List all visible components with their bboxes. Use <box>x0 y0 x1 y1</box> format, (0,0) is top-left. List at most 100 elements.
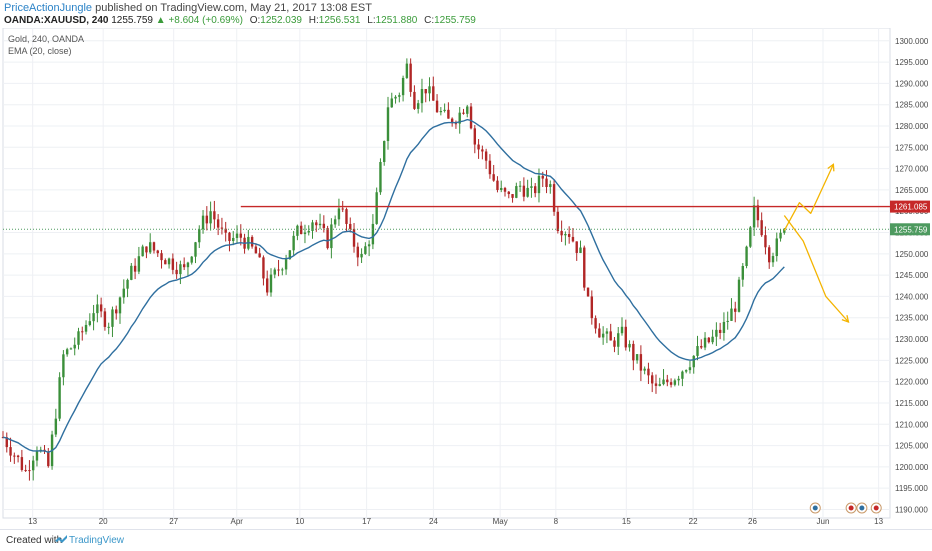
candle-down <box>435 100 439 113</box>
candle-down <box>164 260 167 265</box>
open-label: O: <box>249 15 261 26</box>
candle-up <box>779 232 782 239</box>
chart-area[interactable]: 1300.000 1295.000 1290.000 1285.000 1280.000… <box>0 28 932 528</box>
y-tick-label: 1225.000 <box>895 356 929 365</box>
candle-down <box>764 235 767 248</box>
candle-down <box>258 253 261 258</box>
candle-down <box>349 223 352 229</box>
price-chart[interactable]: 1300.000 1295.000 1290.000 1285.000 1280.000… <box>0 28 932 528</box>
y-tick-label: 1265.000 <box>895 186 929 195</box>
candle-up <box>31 460 35 471</box>
candle-down <box>503 187 507 192</box>
candle-up <box>715 329 718 337</box>
candle-up <box>684 370 688 372</box>
candle-up <box>677 378 680 381</box>
created-with-label: Created with <box>6 535 63 546</box>
candle-up <box>337 208 341 220</box>
event-marker-flag-icon <box>873 505 879 511</box>
candle-down <box>571 236 575 242</box>
candle-down <box>345 209 348 224</box>
candle-up <box>62 354 65 378</box>
y-tick-label: 1295.000 <box>895 58 929 67</box>
y-tick-label: 1210.000 <box>895 420 929 429</box>
candle-up <box>371 223 375 245</box>
x-tick-label: 24 <box>429 517 438 526</box>
candle-up <box>537 175 541 194</box>
candle-down <box>522 185 526 197</box>
candle-down <box>488 160 492 175</box>
candle-down <box>224 228 227 233</box>
candle-up <box>696 346 699 356</box>
candle-down <box>654 383 658 386</box>
candle-up <box>688 367 692 371</box>
candle-down <box>760 220 763 236</box>
candle-up <box>333 219 337 225</box>
x-tick-label: Apr <box>231 517 244 526</box>
candle-down <box>556 211 560 231</box>
bearish-scenario-arrow[interactable] <box>783 215 849 323</box>
candle-up <box>673 380 677 385</box>
candle-up <box>771 256 775 263</box>
candle-down <box>534 186 537 194</box>
x-tick-label: 17 <box>362 517 371 526</box>
candle-up <box>307 230 310 233</box>
candle-down <box>326 228 329 249</box>
candle-down <box>473 128 477 145</box>
candle-down <box>182 264 186 268</box>
candle-up <box>703 337 707 348</box>
candle-down <box>47 451 50 467</box>
candle-up <box>190 256 193 263</box>
high-label: H: <box>308 15 319 26</box>
candle-up <box>92 313 95 322</box>
close-value: 1255.759 <box>434 15 476 26</box>
x-tick-label: May <box>493 517 508 526</box>
candle-up <box>749 227 752 247</box>
candle-up <box>111 309 114 327</box>
candle-down <box>424 89 427 94</box>
bullish-scenario-arrow[interactable] <box>783 164 834 231</box>
candle-up <box>96 304 99 314</box>
candle-up <box>620 326 624 334</box>
candle-down <box>507 191 510 195</box>
candle-up <box>288 250 292 260</box>
candle-up <box>201 215 205 230</box>
indicator-label[interactable]: EMA (20, close) <box>8 46 72 56</box>
candle-up <box>122 288 125 298</box>
x-tick-label: 22 <box>689 517 698 526</box>
candle-down <box>152 242 156 251</box>
tradingview-brand-link[interactable]: TradingView <box>69 535 125 546</box>
low-value: 1251.880 <box>375 15 418 26</box>
candle-down <box>450 118 454 124</box>
candle-down <box>734 308 737 312</box>
price-change: +8.604 (+0.69%) <box>168 15 243 26</box>
candle-down <box>315 222 318 226</box>
candle-down <box>768 247 771 263</box>
candle-down <box>567 233 571 237</box>
candle-up <box>681 371 684 379</box>
candle-down <box>239 233 242 238</box>
candle-down <box>277 269 280 271</box>
candle-down <box>484 151 488 161</box>
candle-down <box>462 112 465 114</box>
bearish-scenario-arrow-head <box>841 315 850 324</box>
open-value: 1252.039 <box>260 15 302 26</box>
y-tick-label: 1280.000 <box>895 122 929 131</box>
candle-up <box>605 331 609 334</box>
x-tick-label: 8 <box>554 517 559 526</box>
author-link[interactable]: PriceActionJungle <box>4 2 93 14</box>
candle-down <box>356 246 359 258</box>
candle-up <box>273 269 276 275</box>
candle-down <box>115 309 118 314</box>
ema-line[interactable] <box>2 118 785 454</box>
chart-background[interactable] <box>0 28 932 528</box>
candle-up <box>118 297 122 314</box>
x-tick-label: 26 <box>748 517 757 526</box>
x-tick-label: 20 <box>99 517 108 526</box>
candle-up <box>692 355 695 368</box>
candle-down <box>454 123 458 125</box>
candle-up <box>428 86 431 94</box>
candle-up <box>303 232 307 235</box>
candle-down <box>718 329 722 333</box>
candle-up <box>662 379 665 385</box>
candle-up <box>515 186 518 198</box>
